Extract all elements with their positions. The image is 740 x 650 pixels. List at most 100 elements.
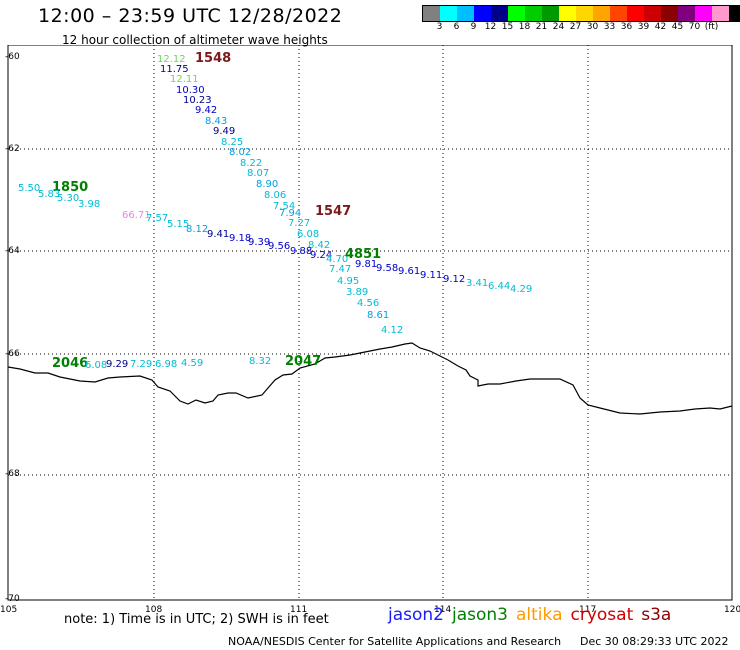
pass-time-label: 1548 [195,51,231,66]
wave-height-value: 7.47 [329,264,351,275]
scale-swatch [627,6,644,21]
wave-height-value: 9.88 [290,246,312,257]
scale-swatch [559,6,576,21]
credit-text: NOAA/NESDIS Center for Satellite Applica… [228,635,562,648]
wave-height-value: 9.58 [376,263,398,274]
wave-height-value: 10.30 [176,85,205,96]
scale-swatch [644,6,661,21]
pass-time-label: 1547 [315,204,351,219]
wave-height-value: 9.12 [443,274,465,285]
wave-height-value: 8.07 [247,168,269,179]
scale-label: 24 [552,22,565,32]
wave-height-value: 12.11 [170,74,199,85]
longitude-tick-label: 108 [145,605,163,615]
scale-swatch [593,6,610,21]
wave-height-value: 9.18 [229,233,251,244]
scale-label: 30 [586,22,599,32]
footnote: note: 1) Time is in UTC; 2) SWH is in fe… [64,612,329,627]
coastline [7,342,733,415]
scale-label: 12 [484,22,497,32]
scale-swatch [576,6,593,21]
latitude-tick-label: -66 [5,349,20,359]
scale-swatch [729,6,740,21]
wave-height-value: 9.41 [207,229,229,240]
wave-height-value: 8.90 [256,179,278,190]
scale-label: 27 [569,22,582,32]
wave-height-value: 9.81 [355,259,377,270]
wave-height-value: 4.29 [510,284,532,295]
wave-height-value: 4.95 [337,276,359,287]
longitude-tick-label: 120 [724,605,740,615]
scale-label: 45 [671,22,684,32]
longitude-tick-label: 111 [290,605,308,615]
scale-label: 33 [603,22,616,32]
wave-height-value: 7.54 [273,201,295,212]
wave-height-labels: 12.12 154811.7512.1110.3010.239.428.439.4… [18,51,532,371]
wave-height-value: 11.75 [160,64,189,75]
wave-height-value: 9.11 [420,270,442,281]
longitude-tick-label: 114 [434,605,452,615]
wave-height-value: 8.25 [221,137,243,148]
pass-time-label: 4851 [345,247,381,262]
latitude-tick-label: -64 [5,246,20,256]
wave-height-value: 6.08 [85,360,107,371]
scale-label: 9 [470,22,477,32]
pass-time-label: 1850 [52,180,88,195]
credit-timestamp: Dec 30 08:29:33 UTC 2022 [580,635,729,648]
scale-swatch [712,6,729,21]
wave-height-value: 6.08 [297,229,319,240]
scale-label: 6 [453,22,460,32]
wave-height-value: 5.15 [167,219,189,230]
wave-height-value: 7.94 [279,208,301,219]
wave-height-value: 8.32 [249,356,271,367]
scale-swatch [423,6,440,21]
legend-item-altika: altika [516,605,563,625]
wave-height-value: 8.02 [229,147,251,158]
wave-height-value: 9.42 [195,105,217,116]
scale-label: (ft) [704,22,719,32]
legend-item-jason3: jason3 [452,605,508,625]
scale-swatch [525,6,542,21]
wave-height-value: 7.29 [130,359,152,370]
wave-height-value: 9.39 [248,237,270,248]
wave-height-value: 8.22 [240,158,262,169]
scale-swatch [610,6,627,21]
scale-swatch [661,6,678,21]
satellite-legend: jason2 jason3 altika cryosat s3a [388,605,679,625]
scale-swatch [474,6,491,21]
latitude-tick-label: -68 [5,469,20,479]
legend-item-cryosat: cryosat [570,605,634,625]
longitude-tick-label: 105 [0,605,18,615]
latitude-tick-label: -62 [5,144,20,154]
latitude-tick-label: -60 [5,52,20,62]
wave-height-value: 3.98 [78,199,100,210]
wave-height-value: 66.71 [122,210,151,221]
scale-swatch [457,6,474,21]
wave-height-value: 3.41 [466,278,488,289]
scale-swatch [440,6,457,21]
wave-height-value: 9.56 [268,241,290,252]
scale-label: 15 [501,22,514,32]
scale-swatch [542,6,559,21]
wave-height-value: 7.57 [146,213,168,224]
wave-height-value: 9.29 [106,359,128,370]
wave-height-value: 5.83 [38,189,60,200]
wave-height-value: 9.24 [310,250,332,261]
map-title: 12:00 – 23:59 UTC 12/28/2022 [38,5,343,27]
wave-height-value: 8.43 [205,116,227,127]
grid-lines [8,45,732,600]
wave-height-value: 4.70 [326,254,348,265]
wave-height-value: 9.61 [398,266,420,277]
wave-height-value: 5.50 [18,183,40,194]
scale-swatch [508,6,525,21]
wave-height-value: 9.49 [213,126,235,137]
map-subtitle: 12 hour collection of altimeter wave hei… [62,33,328,47]
map-canvas: 12.12 154811.7512.1110.3010.239.428.439.4… [7,45,733,601]
pass-time-label: 2046 [52,356,88,371]
scale-label: 21 [535,22,548,32]
scale-swatch [491,6,508,21]
wave-height-value: 7.27 [288,218,310,229]
wave-height-value: 8.06 [264,190,286,201]
wave-height-value: 6.98 [155,359,177,370]
scale-swatch [695,6,712,21]
